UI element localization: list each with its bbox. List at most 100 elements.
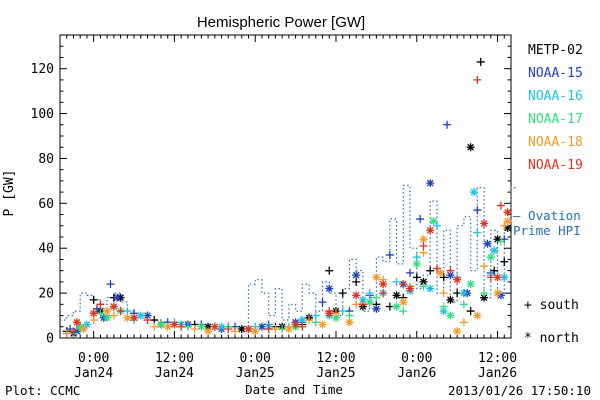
point-noaa-17-north <box>486 253 495 262</box>
point-noaa-18-north <box>123 313 132 322</box>
point-noaa-19-north <box>426 226 435 235</box>
point-noaa-17-south <box>399 307 408 316</box>
point-noaa-19-south <box>432 264 441 273</box>
point-noaa-18-north <box>372 273 381 282</box>
point-noaa-16-north <box>500 273 509 282</box>
point-noaa-15-north <box>446 271 455 280</box>
point-noaa-19-north <box>210 322 219 331</box>
point-noaa-17-south <box>496 237 505 246</box>
point-noaa-17-south <box>419 282 428 291</box>
point-noaa-16-south <box>432 221 441 230</box>
point-noaa-15-south <box>93 304 102 313</box>
point-noaa-17-north <box>466 280 475 289</box>
y-tick-label: 100 <box>31 107 54 122</box>
point-noaa-16-south <box>392 277 401 286</box>
point-noaa-15-south <box>318 298 327 307</box>
point-metp-02-north <box>480 293 489 302</box>
point-noaa-17-south <box>96 309 105 318</box>
x-tick-label-time: 0:00 <box>240 351 271 366</box>
point-metp-02-south <box>89 295 98 304</box>
point-noaa-15-north <box>496 291 505 300</box>
y-tick-label: 120 <box>31 62 54 77</box>
point-noaa-19-south <box>446 266 455 275</box>
point-noaa-16-north <box>490 246 499 255</box>
point-noaa-16-north <box>298 316 307 325</box>
point-noaa-19-south <box>399 280 408 289</box>
plot-credit: Plot: CCMC <box>5 383 81 398</box>
point-metp-02-south <box>439 273 448 282</box>
point-noaa-18-north <box>345 318 354 327</box>
point-metp-02-south <box>500 257 509 266</box>
y-tick-label: 80 <box>38 152 54 167</box>
point-metp-02-north <box>493 235 502 244</box>
point-metp-02-south <box>338 289 347 298</box>
point-noaa-18-south <box>109 311 118 320</box>
x-tick-label-time: 12:00 <box>155 351 194 366</box>
point-noaa-18-south <box>190 325 199 334</box>
series-noaa-15-north <box>72 179 505 336</box>
point-noaa-16-north <box>358 295 367 304</box>
point-noaa-18-north <box>103 307 112 316</box>
point-noaa-19-south <box>419 241 428 250</box>
point-noaa-18-south <box>439 289 448 298</box>
point-noaa-17-south <box>439 302 448 311</box>
point-noaa-18-north <box>436 268 445 277</box>
point-noaa-15-south <box>106 280 115 289</box>
point-noaa-15-north <box>372 304 381 313</box>
point-noaa-15-south <box>406 268 415 277</box>
point-noaa-17-north <box>76 322 85 331</box>
point-noaa-19-north <box>379 280 388 289</box>
point-noaa-19-north <box>291 320 300 329</box>
point-noaa-17-north <box>156 320 165 329</box>
point-noaa-19-south <box>69 327 78 336</box>
point-noaa-19-south <box>486 273 495 282</box>
y-tick-label: 20 <box>38 287 54 302</box>
point-noaa-18-north <box>399 298 408 307</box>
point-noaa-15-north <box>483 239 492 248</box>
series-metp-02-north <box>69 143 512 338</box>
x-tick-label-date: Jan26 <box>478 366 517 381</box>
point-noaa-19-north <box>325 309 334 318</box>
point-noaa-19-north <box>244 325 253 334</box>
y-tick-label: 60 <box>38 197 54 212</box>
point-metp-02-south <box>453 289 462 298</box>
point-noaa-19-south <box>473 75 482 84</box>
point-noaa-16-south <box>338 307 347 316</box>
point-noaa-19-south <box>143 316 152 325</box>
point-noaa-15-south <box>385 250 394 259</box>
point-noaa-19-north <box>493 273 502 282</box>
x-axis-label: Date and Time <box>245 382 343 397</box>
point-noaa-18-north <box>79 325 88 334</box>
point-noaa-19-south <box>358 300 367 309</box>
point-noaa-15-south <box>473 206 482 215</box>
point-noaa-18-north <box>503 217 512 226</box>
point-noaa-16-north <box>439 307 448 316</box>
point-noaa-17-south <box>345 311 354 320</box>
legend-item-noaa-15: NOAA-15 <box>528 66 583 81</box>
point-noaa-18-south <box>89 316 98 325</box>
point-metp-02-south <box>426 266 435 275</box>
point-noaa-16-south <box>412 253 421 262</box>
point-noaa-19-north <box>72 318 81 327</box>
point-noaa-18-south <box>62 329 71 338</box>
point-noaa-18-north <box>473 311 482 320</box>
point-noaa-18-north <box>419 235 428 244</box>
point-noaa-17-north <box>365 298 374 307</box>
x-tick-label-date: Jan24 <box>74 366 113 381</box>
point-noaa-17-south <box>459 300 468 309</box>
point-noaa-18-south <box>305 316 314 325</box>
point-noaa-18-south <box>459 318 468 327</box>
point-noaa-19-north <box>89 309 98 318</box>
legend-item-noaa-16: NOAA-16 <box>528 89 583 104</box>
x-tick-label-time: 0:00 <box>401 351 432 366</box>
y-axis-label: P [GW] <box>2 170 17 217</box>
point-metp-02-south <box>412 273 421 282</box>
point-metp-02-north <box>446 295 455 304</box>
point-noaa-16-north <box>469 188 478 197</box>
point-noaa-18-south <box>419 248 428 257</box>
series-noaa-19-north <box>72 208 512 334</box>
point-noaa-16-north <box>459 289 468 298</box>
point-noaa-16-south <box>123 307 132 316</box>
point-noaa-18-south <box>352 300 361 309</box>
point-noaa-17-north <box>197 322 206 331</box>
